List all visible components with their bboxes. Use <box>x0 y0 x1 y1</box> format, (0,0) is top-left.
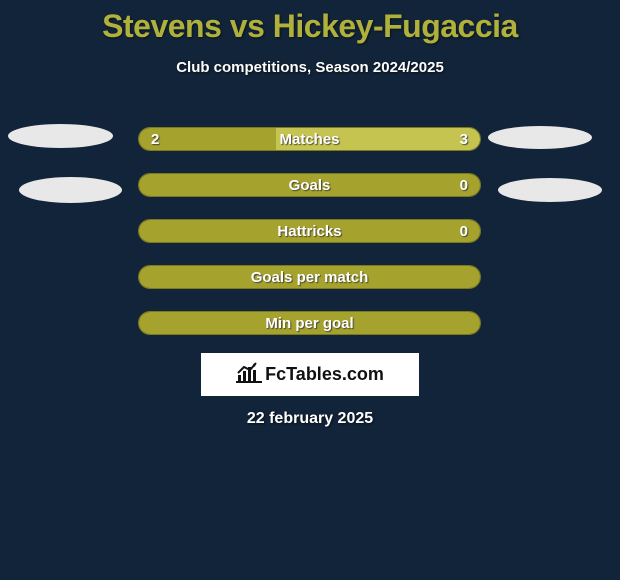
avatar-placeholder-oval <box>8 124 113 148</box>
date-line: 22 february 2025 <box>0 410 620 428</box>
stat-row: 0Hattricks <box>138 219 481 243</box>
stat-row: Goals per match <box>138 265 481 289</box>
stat-bar-segment <box>139 174 481 196</box>
stat-bar-segment <box>276 128 481 150</box>
stat-bar-segment <box>139 312 481 334</box>
stat-bar-segment <box>139 220 481 242</box>
stat-row: 23Matches <box>138 127 481 151</box>
avatar-placeholder-oval <box>498 178 602 202</box>
page-subtitle: Club competitions, Season 2024/2025 <box>0 59 620 76</box>
watermark-text: FcTables.com <box>265 364 384 385</box>
avatar-placeholder-oval <box>488 126 592 149</box>
stat-bar-segment <box>139 128 276 150</box>
avatar-placeholder-oval <box>19 177 122 203</box>
stat-bar-segment <box>139 266 481 288</box>
stat-right-value: 0 <box>460 174 468 196</box>
stat-left-value: 2 <box>151 128 159 150</box>
watermark-badge: FcTables.com <box>201 353 419 396</box>
stat-right-value: 0 <box>460 220 468 242</box>
stat-row: Min per goal <box>138 311 481 335</box>
page-title: Stevens vs Hickey-Fugaccia <box>0 0 620 45</box>
watermark-chart-icon <box>236 361 262 388</box>
stat-right-value: 3 <box>460 128 468 150</box>
stat-row: 0Goals <box>138 173 481 197</box>
